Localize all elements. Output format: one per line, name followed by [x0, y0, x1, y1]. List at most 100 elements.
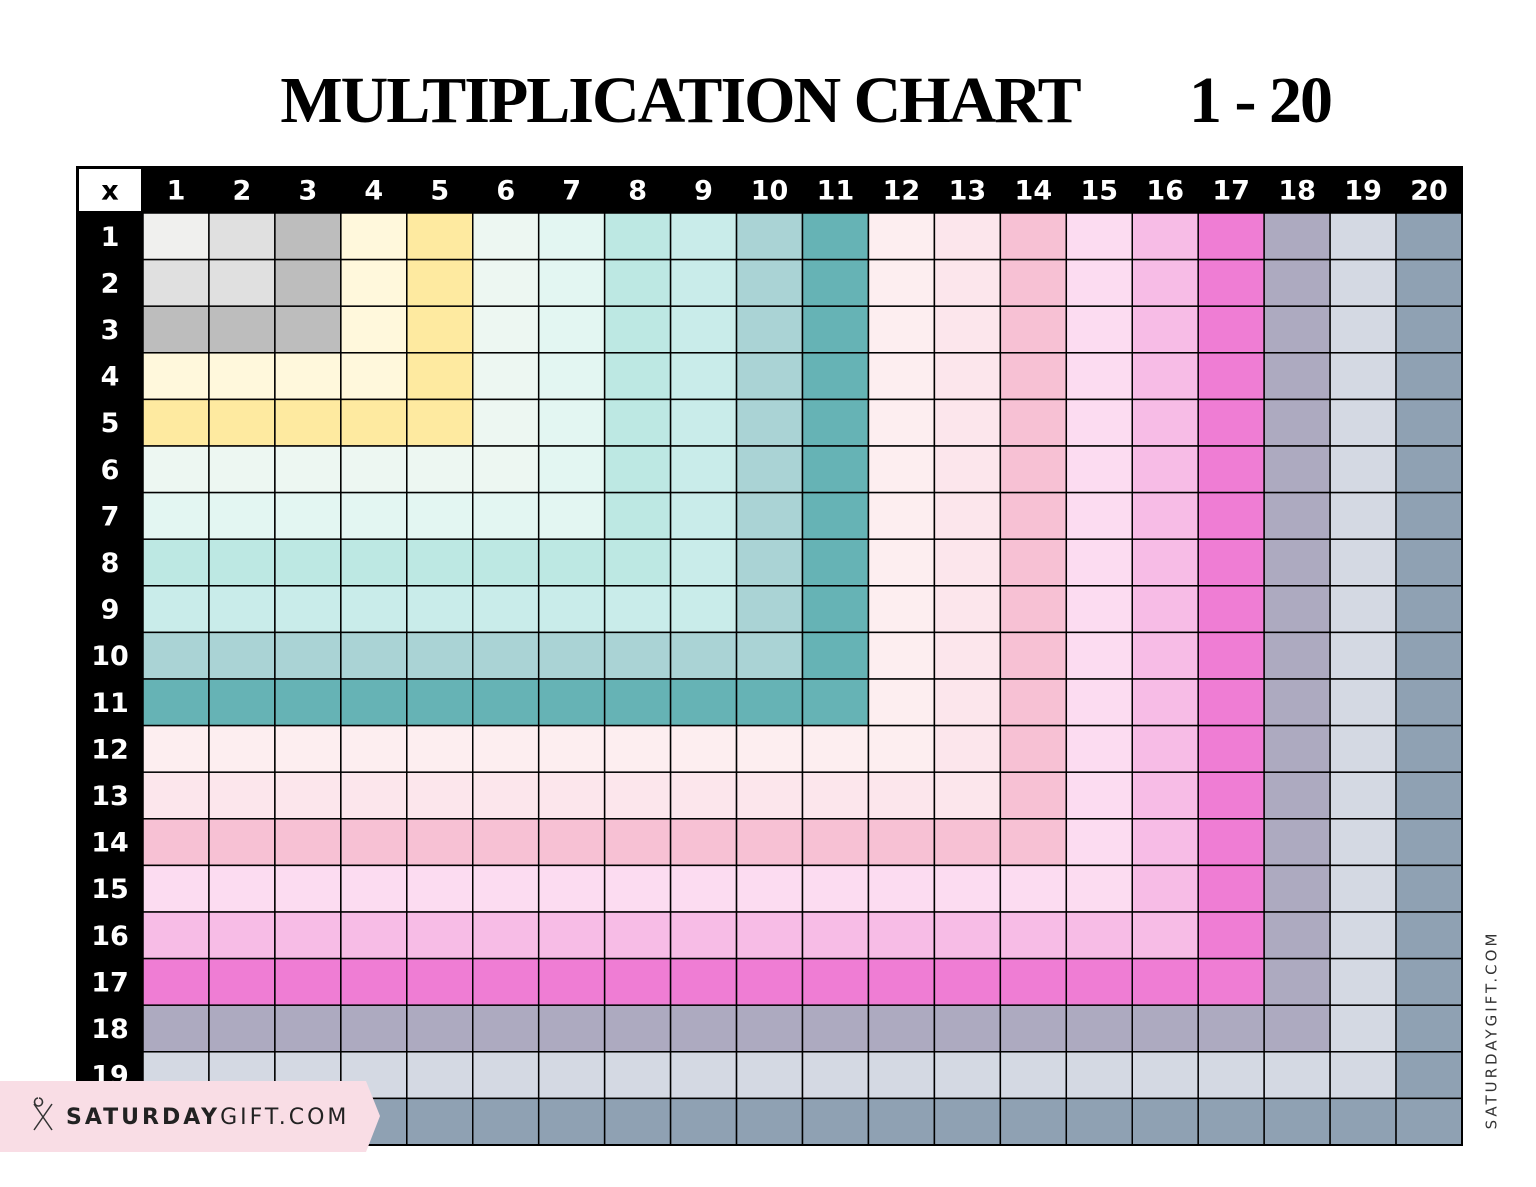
cell — [999, 771, 1068, 820]
cell — [801, 864, 870, 913]
row-header: 8 — [101, 548, 120, 579]
cell — [669, 957, 738, 1006]
cell — [603, 1051, 672, 1100]
cell — [801, 538, 870, 587]
cell — [274, 771, 342, 820]
cell — [1263, 1004, 1331, 1053]
cell — [1395, 585, 1463, 634]
row-header: 1 — [101, 222, 120, 253]
cell — [340, 352, 408, 401]
cell — [472, 631, 540, 680]
banner-regular: GIFT.COM — [220, 1105, 349, 1130]
cell — [867, 212, 936, 261]
cell — [603, 818, 672, 867]
cell — [1197, 491, 1265, 540]
cell — [406, 911, 474, 960]
cell — [472, 585, 540, 634]
cell — [999, 818, 1068, 867]
cell — [406, 957, 474, 1006]
cell — [1065, 864, 1134, 913]
cell — [340, 771, 408, 820]
cell — [999, 1004, 1068, 1053]
cell — [867, 352, 936, 401]
cell — [1329, 631, 1397, 680]
cell — [1065, 445, 1134, 494]
cell — [801, 585, 870, 634]
cell — [142, 957, 210, 1006]
cell — [406, 1004, 474, 1053]
cell — [142, 911, 210, 960]
cell — [340, 1004, 408, 1053]
cell — [933, 538, 1002, 587]
cell — [1197, 957, 1265, 1006]
column-header: 14 — [1015, 176, 1053, 207]
cell — [472, 911, 540, 960]
cell — [867, 538, 936, 587]
cell — [472, 678, 540, 727]
column-header: 1 — [167, 176, 186, 207]
cell — [1065, 957, 1134, 1006]
cell — [1065, 352, 1134, 401]
cell — [472, 724, 540, 773]
cell — [274, 957, 342, 1006]
cell — [999, 678, 1068, 727]
cell — [1263, 771, 1331, 820]
cell — [933, 305, 1002, 354]
cell — [867, 631, 936, 680]
row-header: 3 — [101, 315, 120, 346]
cell — [340, 864, 408, 913]
cell — [735, 818, 804, 867]
cell — [801, 445, 870, 494]
cell — [1395, 864, 1463, 913]
cell — [933, 585, 1002, 634]
cell — [603, 538, 672, 587]
cell — [735, 957, 804, 1006]
cell — [801, 491, 870, 540]
cell — [1131, 398, 1199, 447]
cell — [472, 538, 540, 587]
cell — [867, 491, 936, 540]
cell — [669, 864, 738, 913]
header-row-bg — [77, 167, 1462, 213]
cell — [1065, 305, 1134, 354]
column-header: 15 — [1080, 176, 1118, 207]
cell — [999, 398, 1068, 447]
cell — [1395, 352, 1463, 401]
cell — [406, 631, 474, 680]
cell — [1329, 1097, 1397, 1146]
cell — [406, 585, 474, 634]
cell — [1395, 911, 1463, 960]
cell — [867, 678, 936, 727]
cell — [208, 398, 276, 447]
cell — [999, 724, 1068, 773]
cell — [1065, 631, 1134, 680]
cell — [340, 678, 408, 727]
cell — [933, 957, 1002, 1006]
cell — [208, 771, 276, 820]
cell — [801, 305, 870, 354]
cell — [1197, 1004, 1265, 1053]
cell — [801, 724, 870, 773]
cell — [340, 911, 408, 960]
cell — [274, 445, 342, 494]
cell — [1329, 1004, 1397, 1053]
cell — [1263, 724, 1331, 773]
cell — [274, 212, 342, 261]
cell — [933, 491, 1002, 540]
cell — [1329, 212, 1397, 261]
cell — [537, 1004, 606, 1053]
cell — [669, 1097, 738, 1146]
column-header: 18 — [1278, 176, 1316, 207]
cell — [1329, 957, 1397, 1006]
cell — [208, 352, 276, 401]
cell — [208, 445, 276, 494]
banner-shape — [0, 1081, 380, 1152]
cell — [801, 1097, 870, 1146]
cell — [1131, 724, 1199, 773]
cell — [142, 445, 210, 494]
cell — [208, 1004, 276, 1053]
cell — [1131, 1004, 1199, 1053]
cell — [603, 258, 672, 307]
cell — [669, 631, 738, 680]
cell — [472, 864, 540, 913]
